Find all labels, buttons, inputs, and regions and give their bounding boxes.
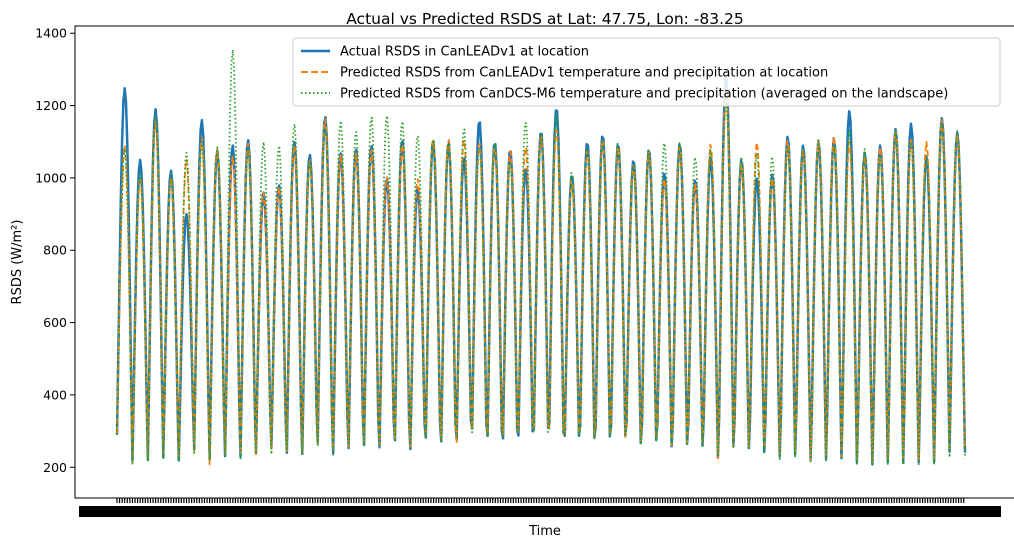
- legend-label-predicted-canlead: Predicted RSDS from CanLEADv1 temperatur…: [340, 66, 828, 81]
- y-tick-label: 400: [43, 387, 67, 402]
- x-axis-label: Time: [528, 524, 561, 539]
- y-tick-label: 1000: [35, 170, 67, 185]
- series-line-2: [116, 48, 966, 468]
- y-tick-label: 1200: [35, 98, 67, 113]
- y-axis: 200 400 600 800 1000 1200 1400: [35, 26, 75, 475]
- plot-area: [115, 48, 967, 468]
- y-axis-label: RSDS (W/m²): [10, 220, 25, 305]
- plot-frame: [74, 25, 1014, 499]
- chart-title: Actual vs Predicted RSDS at Lat: 47.75, …: [346, 10, 744, 28]
- x-tick-label-overlap: [79, 506, 1001, 517]
- y-tick-label: 1400: [35, 26, 67, 41]
- y-tick-label: 600: [43, 315, 67, 330]
- y-tick-label: 800: [43, 243, 67, 258]
- legend-box: [292, 37, 1001, 107]
- legend: Actual RSDS in CanLEADv1 at location Pre…: [292, 37, 1001, 107]
- x-axis: [79, 498, 1001, 517]
- legend-label-actual: Actual RSDS in CanLEADv1 at location: [340, 45, 589, 60]
- y-tick-label: 200: [43, 460, 67, 475]
- legend-label-predicted-candcs: Predicted RSDS from CanDCS-M6 temperatur…: [340, 87, 948, 102]
